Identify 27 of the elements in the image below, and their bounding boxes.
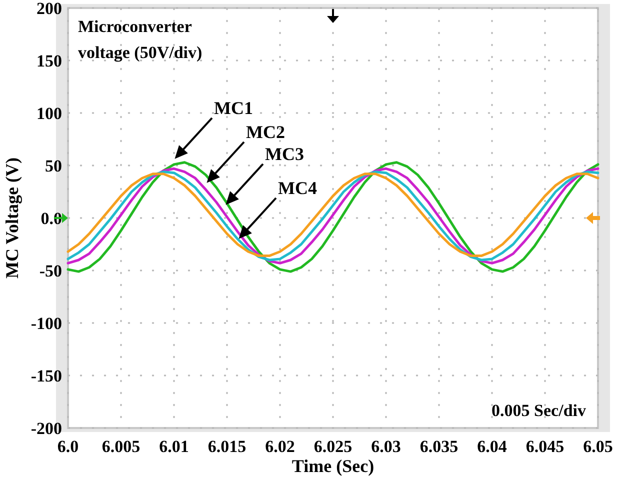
y-tick-label: -200 — [30, 418, 62, 438]
x-tick-label: 6.0 — [57, 437, 79, 456]
x-tick-label: 6.03 — [371, 437, 401, 456]
x-tick-label: 6.025 — [314, 437, 352, 456]
y-tick-label: -100 — [30, 314, 62, 333]
y-tick-label: -50 — [39, 261, 62, 280]
annotation: MC1 — [214, 98, 253, 118]
y-axis-title: MC Voltage (V) — [2, 158, 22, 278]
annotation: 0.005 Sec/div — [492, 401, 586, 420]
x-tick-label: 6.005 — [102, 437, 140, 456]
x-tick-label: 6.01 — [159, 437, 189, 456]
y-tick-label: -150 — [30, 366, 62, 386]
y-tick-label: 150 — [36, 51, 62, 70]
annotation: Microconverter voltage (50V/div) — [78, 17, 202, 62]
annotation: MC3 — [265, 144, 304, 164]
y-tick-label: 200 — [36, 0, 62, 18]
y-tick-label: 100 — [36, 104, 62, 123]
x-axis-title: Time (Sec) — [292, 456, 374, 476]
x-tick-label: 6.02 — [265, 437, 295, 456]
annotation: MC2 — [246, 122, 285, 142]
x-tick-label: 6.04 — [477, 437, 508, 456]
x-tick-label: 6.045 — [526, 437, 564, 456]
y-tick-label: 50 — [45, 156, 62, 176]
x-tick-label: 6.05 — [583, 437, 613, 456]
x-tick-label: 6.035 — [420, 437, 458, 456]
annotation: MC4 — [278, 178, 317, 198]
x-tick-label: 6.015 — [208, 437, 246, 456]
